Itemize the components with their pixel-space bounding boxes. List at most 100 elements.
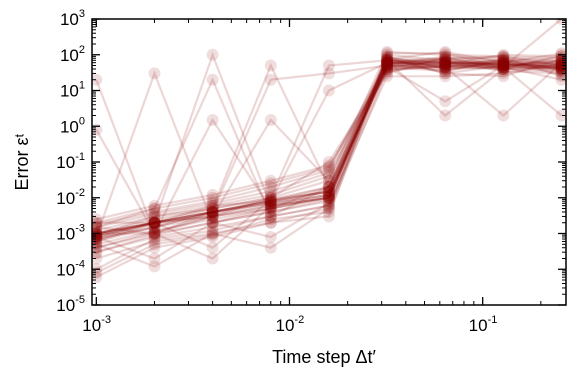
data-point [264, 202, 277, 215]
data-point [264, 114, 277, 126]
data-point [381, 59, 394, 72]
data-point [264, 195, 277, 208]
data-point [322, 181, 335, 193]
series-line [96, 50, 562, 235]
data-point [322, 188, 335, 201]
data-point [206, 202, 219, 215]
data-point [148, 199, 161, 212]
data-point [439, 45, 452, 58]
data-point [322, 191, 335, 204]
data-point [264, 195, 277, 208]
series-3 [92, 52, 566, 251]
data-point [92, 233, 103, 245]
series-line [96, 60, 562, 237]
data-point [381, 58, 394, 70]
data-point [206, 202, 219, 215]
data-point [264, 195, 277, 208]
data-point [206, 224, 219, 237]
series-line [96, 55, 562, 249]
data-point [92, 246, 103, 259]
data-point [206, 199, 219, 212]
data-point [148, 210, 161, 223]
series-line [96, 60, 562, 260]
series-line [95, 56, 562, 254]
data-point [148, 216, 161, 229]
data-point [264, 59, 277, 72]
data-point [264, 199, 277, 212]
data-point [206, 213, 219, 226]
data-point [439, 56, 452, 69]
data-point [555, 61, 566, 74]
data-point [148, 216, 161, 229]
data-point [381, 58, 394, 70]
data-point [206, 229, 219, 242]
series-line [96, 60, 562, 229]
series-line [95, 61, 562, 260]
data-point [206, 73, 219, 86]
data-point [206, 206, 219, 218]
data-point [206, 231, 219, 243]
data-point [439, 56, 452, 69]
series-line [96, 61, 562, 235]
data-point [322, 199, 335, 212]
data-point [148, 227, 161, 240]
data-point [264, 197, 277, 210]
data-point [439, 52, 452, 65]
data-point [381, 54, 394, 67]
data-point [206, 216, 219, 229]
data-point [148, 216, 161, 229]
data-point [322, 181, 335, 193]
data-point [206, 227, 219, 240]
data-point [439, 61, 452, 74]
data-point [497, 61, 510, 74]
data-point [555, 61, 566, 74]
data-point [92, 229, 103, 242]
data-point [322, 185, 335, 198]
series-line [95, 59, 562, 243]
data-point [148, 216, 161, 229]
data-point [264, 206, 277, 218]
series-line [96, 58, 562, 241]
data-point [497, 61, 510, 74]
series-18 [92, 55, 566, 265]
data-point [497, 59, 510, 72]
data-point [322, 199, 335, 212]
data-point [92, 233, 103, 245]
series-25 [92, 52, 566, 242]
data-point [381, 56, 394, 69]
data-point [381, 51, 394, 64]
y-tick-label: 102 [60, 44, 85, 65]
series-22 [92, 56, 566, 243]
series-line [96, 61, 562, 239]
series-8 [92, 48, 566, 237]
data-point [497, 63, 510, 75]
series-35 [92, 56, 566, 240]
series-line [96, 57, 562, 254]
data-point [264, 241, 277, 254]
data-point [322, 202, 335, 215]
data-point [92, 252, 103, 265]
data-point [148, 206, 161, 218]
data-point [497, 56, 510, 69]
data-point [439, 61, 452, 74]
data-point [381, 56, 394, 69]
y-tick-label: 10-5 [56, 294, 85, 315]
data-point [148, 238, 161, 251]
data-point [322, 181, 335, 193]
data-point [322, 191, 335, 204]
data-point [497, 61, 510, 74]
data-point [381, 56, 394, 69]
data-point [206, 195, 219, 208]
data-point [148, 202, 161, 215]
series-19 [92, 54, 566, 254]
series-1 [92, 52, 566, 259]
data-point [322, 210, 335, 223]
series-24 [92, 48, 566, 240]
data-point [555, 54, 566, 67]
data-point [264, 188, 277, 201]
data-point [206, 210, 219, 223]
data-point [206, 188, 219, 201]
data-point [322, 206, 335, 218]
